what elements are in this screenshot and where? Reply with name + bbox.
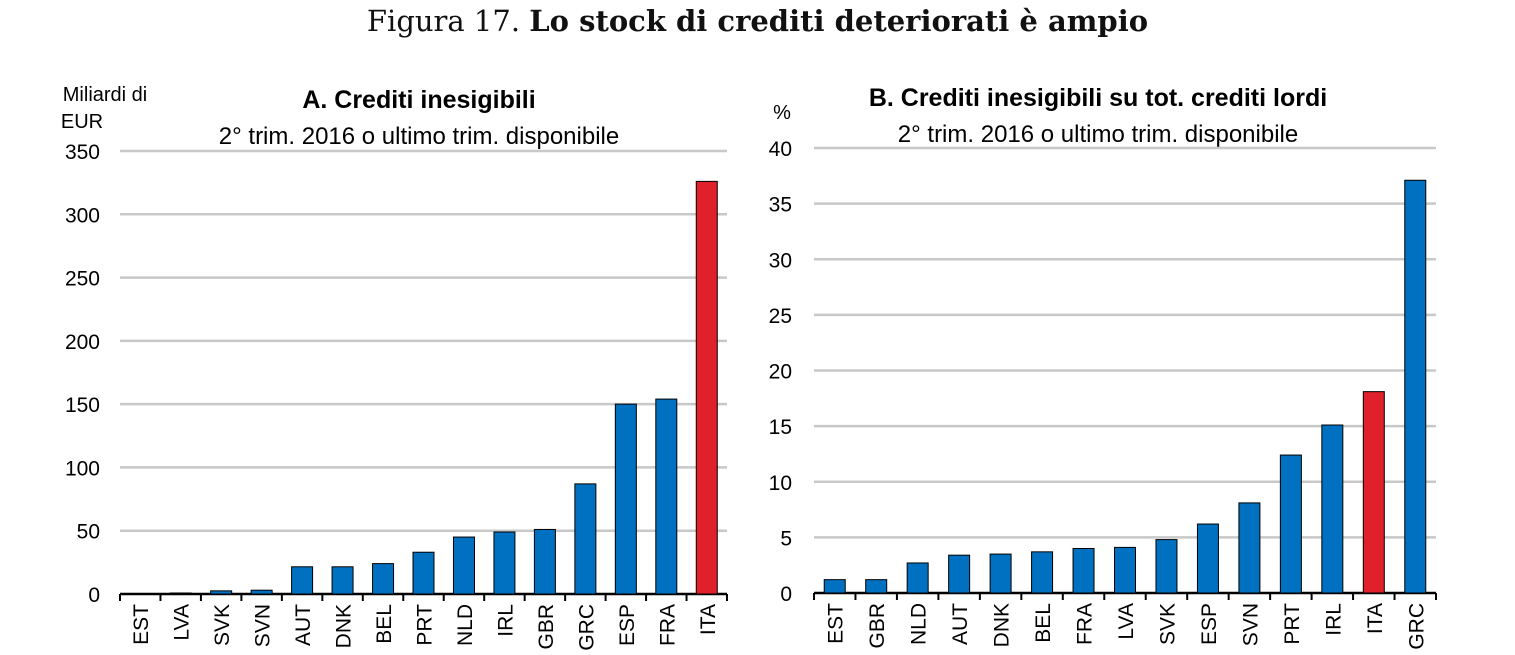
- x-tick-label: GRC: [575, 604, 598, 651]
- x-tick-label: GBR: [866, 603, 889, 649]
- y-tick-label: 35: [769, 194, 792, 217]
- bar-aut: [948, 554, 971, 594]
- bar-fra: [1072, 548, 1095, 594]
- y-tick-label: 0: [88, 584, 100, 607]
- y-tick-label: 350: [65, 141, 100, 164]
- y-tick-label: 300: [65, 204, 100, 227]
- x-tick-label: PRT: [1281, 603, 1304, 645]
- bar-svk: [210, 590, 233, 595]
- bar-grc: [1404, 179, 1427, 594]
- x-tick-label: BEL: [373, 604, 396, 644]
- y-tick-label: 50: [77, 521, 100, 544]
- x-tick-label: AUT: [292, 604, 315, 646]
- y-tick-label: 250: [65, 268, 100, 291]
- x-tick-label: IRL: [1322, 603, 1345, 636]
- y-tick-label: 0: [780, 583, 792, 606]
- x-tick-label: FRA: [656, 604, 679, 646]
- x-tick-label: ITA: [1364, 603, 1387, 634]
- bar-ita: [695, 180, 718, 595]
- chart-a-ylabel-line2: EUR: [61, 111, 103, 133]
- chart-a-ylabel-line1: Miliardi di: [63, 84, 147, 106]
- bar-svn: [250, 589, 273, 595]
- x-tick-label: SVN: [1239, 603, 1262, 646]
- bar-lva: [169, 592, 192, 595]
- x-tick-label: GRC: [1405, 603, 1428, 650]
- bar-nld: [906, 562, 929, 594]
- x-tick-label: AUT: [949, 603, 972, 645]
- x-tick-label: SVN: [252, 604, 275, 647]
- bar-gbr: [865, 579, 888, 594]
- x-tick-label: ITA: [697, 604, 720, 635]
- bar-est: [129, 592, 152, 595]
- y-tick-label: 20: [769, 361, 792, 384]
- y-tick-label: 30: [769, 249, 792, 272]
- chart-a-plot: 0 50 100 150 200 250 300 350 EST LVA SVK SVN AUT DNK B…: [65, 141, 728, 651]
- x-tick-label: BEL: [1032, 603, 1055, 643]
- bar-dnk: [331, 566, 354, 595]
- bar-irl: [1321, 424, 1344, 594]
- y-tick-label: 40: [769, 138, 792, 161]
- bar-aut: [291, 566, 314, 595]
- bar-gbr: [533, 528, 556, 595]
- bar-lva: [1114, 546, 1136, 594]
- chart-b-ylabel-line1: %: [773, 102, 791, 124]
- bar-esp: [614, 403, 637, 595]
- chart-b-plot: 0 5 10 15 20 25 30 35 40 EST GBR NLD AUT DNK BEL FRA LVA…: [769, 138, 1437, 650]
- x-tick-label: DNK: [991, 603, 1014, 647]
- x-tick-label: EST: [130, 604, 153, 645]
- x-tick-label: NLD: [908, 603, 931, 645]
- y-tick-label: 200: [65, 331, 100, 354]
- bar-prt: [1279, 454, 1302, 594]
- bar-irl: [493, 531, 516, 595]
- figure-number: Figura 17.: [366, 4, 521, 38]
- x-tick-label: DNK: [333, 604, 356, 648]
- bar-bel: [372, 563, 395, 595]
- chart-b-subtitle: 2° trim. 2016 o ultimo trim. disponibile: [898, 121, 1298, 148]
- bar-bel: [1031, 551, 1054, 594]
- x-tick-label: SVK: [1156, 603, 1179, 645]
- x-tick-label: IRL: [494, 604, 517, 637]
- x-tick-label: ESP: [616, 604, 639, 646]
- x-tick-label: EST: [825, 603, 848, 644]
- y-tick-label: 150: [65, 394, 100, 417]
- x-tick-label: LVA: [1115, 603, 1138, 640]
- x-tick-label: PRT: [414, 604, 437, 646]
- bar-esp: [1196, 523, 1219, 594]
- x-tick-label: FRA: [1074, 603, 1097, 645]
- bar-ita: [1362, 391, 1385, 594]
- bar-grc: [574, 483, 597, 595]
- x-tick-label: ESP: [1198, 603, 1221, 645]
- bar-svn: [1238, 502, 1261, 594]
- bar-prt: [412, 551, 435, 595]
- y-tick-label: 100: [65, 457, 100, 480]
- y-tick-label: 5: [780, 527, 792, 550]
- bar-fra: [655, 398, 678, 595]
- figure-title-text: Lo stock di crediti deteriorati è ampio: [529, 4, 1149, 38]
- bar-svk: [1155, 539, 1178, 594]
- y-tick-label: 10: [769, 472, 792, 495]
- x-tick-label: LVA: [171, 604, 194, 641]
- chart-a-subtitle: 2° trim. 2016 o ultimo trim. disponibile: [219, 123, 619, 150]
- y-tick-label: 15: [769, 416, 792, 439]
- bar-nld: [452, 536, 475, 595]
- chart-b-title: B. Crediti inesigibili su tot. crediti l…: [869, 84, 1327, 112]
- bar-est: [823, 579, 846, 594]
- x-tick-label: NLD: [454, 604, 477, 646]
- chart-a-title: A. Crediti inesigibili: [302, 86, 535, 114]
- x-tick-label: GBR: [535, 604, 558, 650]
- figure-title: Figura 17. Lo stock di crediti deteriora…: [0, 4, 1515, 38]
- x-tick-label: SVK: [211, 604, 234, 646]
- y-tick-label: 25: [769, 305, 792, 328]
- bar-dnk: [989, 553, 1012, 594]
